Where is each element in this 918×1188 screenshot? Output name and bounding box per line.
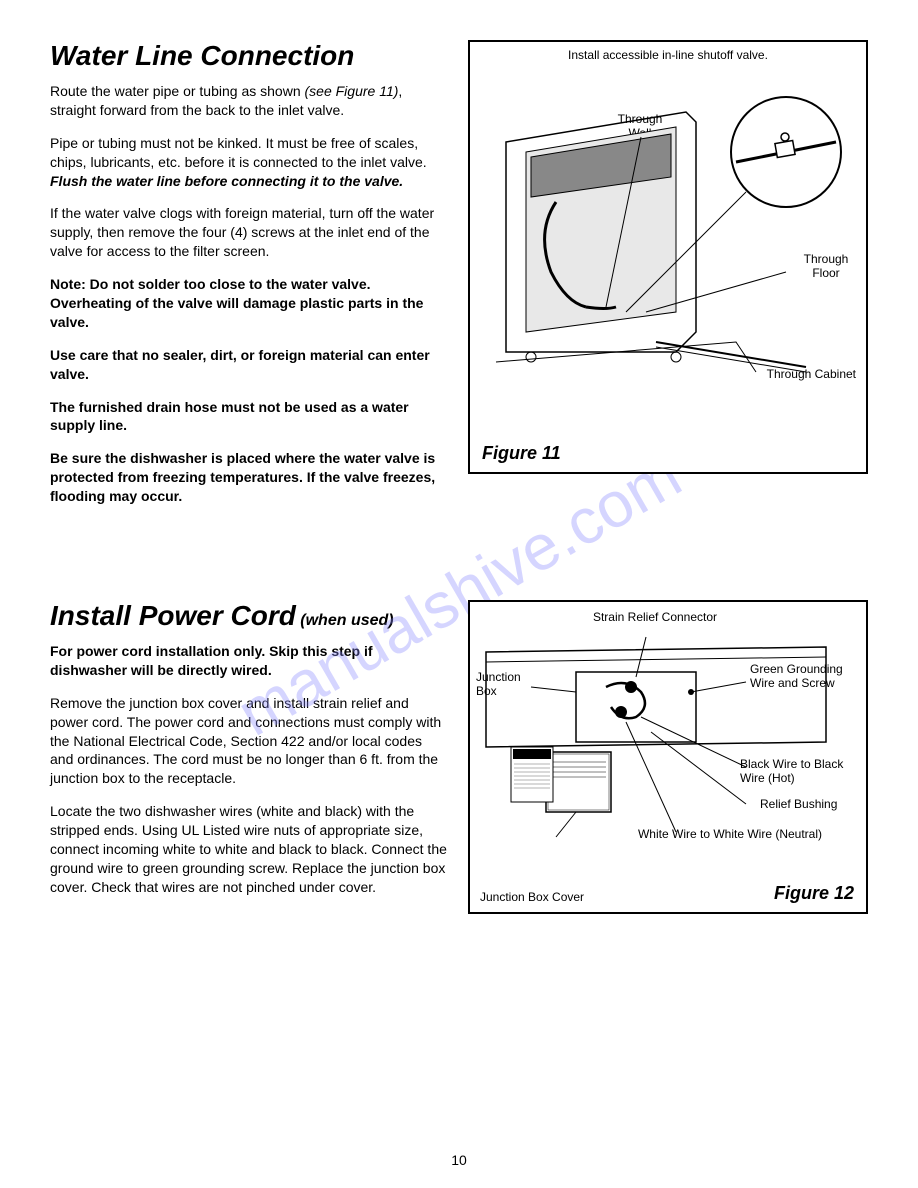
figure-12: Strain Relief Connector Junction Box Gre… bbox=[468, 600, 868, 914]
heading-text: Install Power Cord bbox=[50, 600, 296, 631]
figure-caption: Figure 12 bbox=[774, 883, 854, 904]
figure-12-svg bbox=[476, 622, 852, 852]
heading-power-cord: Install Power Cord (when used) bbox=[50, 600, 448, 632]
text-italic: (see Figure 11) bbox=[305, 83, 399, 99]
figure-11-svg bbox=[476, 82, 852, 442]
section-power-cord: Install Power Cord (when used) For power… bbox=[50, 600, 868, 914]
paragraph-bold: Be sure the dishwasher is placed where t… bbox=[50, 449, 448, 506]
figure-label: Install accessible in-line shutoff valve… bbox=[550, 48, 786, 62]
paragraph-bold: Use care that no sealer, dirt, or foreig… bbox=[50, 346, 448, 384]
paragraph: Remove the junction box cover and instal… bbox=[50, 694, 448, 788]
text: Route the water pipe or tubing as shown bbox=[50, 83, 305, 99]
power-cord-text-column: Install Power Cord (when used) For power… bbox=[50, 600, 448, 914]
text: Pipe or tubing must not be kinked. It mu… bbox=[50, 135, 427, 170]
figure-caption: Figure 11 bbox=[482, 443, 561, 464]
section-water-line: Water Line Connection Route the water pi… bbox=[50, 40, 868, 520]
paragraph-bold: Note: Do not solder too close to the wat… bbox=[50, 275, 448, 332]
figure-12-column: Strain Relief Connector Junction Box Gre… bbox=[468, 600, 868, 914]
heading-subtitle: (when used) bbox=[296, 612, 394, 629]
paragraph: Pipe or tubing must not be kinked. It mu… bbox=[50, 134, 448, 191]
paragraph-bold: The furnished drain hose must not be use… bbox=[50, 398, 448, 436]
paragraph-bold: For power cord installation only. Skip t… bbox=[50, 642, 448, 680]
manual-page: manualshive.com Water Line Connection Ro… bbox=[0, 0, 918, 1188]
heading-water-line: Water Line Connection bbox=[50, 40, 448, 72]
water-line-text-column: Water Line Connection Route the water pi… bbox=[50, 40, 448, 520]
paragraph: If the water valve clogs with foreign ma… bbox=[50, 204, 448, 261]
text-bold-italic: Flush the water line before connecting i… bbox=[50, 173, 403, 189]
figure-11-column: Install accessible in-line shutoff valve… bbox=[468, 40, 868, 520]
page-number: 10 bbox=[0, 1152, 918, 1168]
paragraph: Route the water pipe or tubing as shown … bbox=[50, 82, 448, 120]
paragraph: Locate the two dishwasher wires (white a… bbox=[50, 802, 448, 896]
figure-label: Junction Box Cover bbox=[480, 890, 620, 904]
figure-11: Install accessible in-line shutoff valve… bbox=[468, 40, 868, 474]
